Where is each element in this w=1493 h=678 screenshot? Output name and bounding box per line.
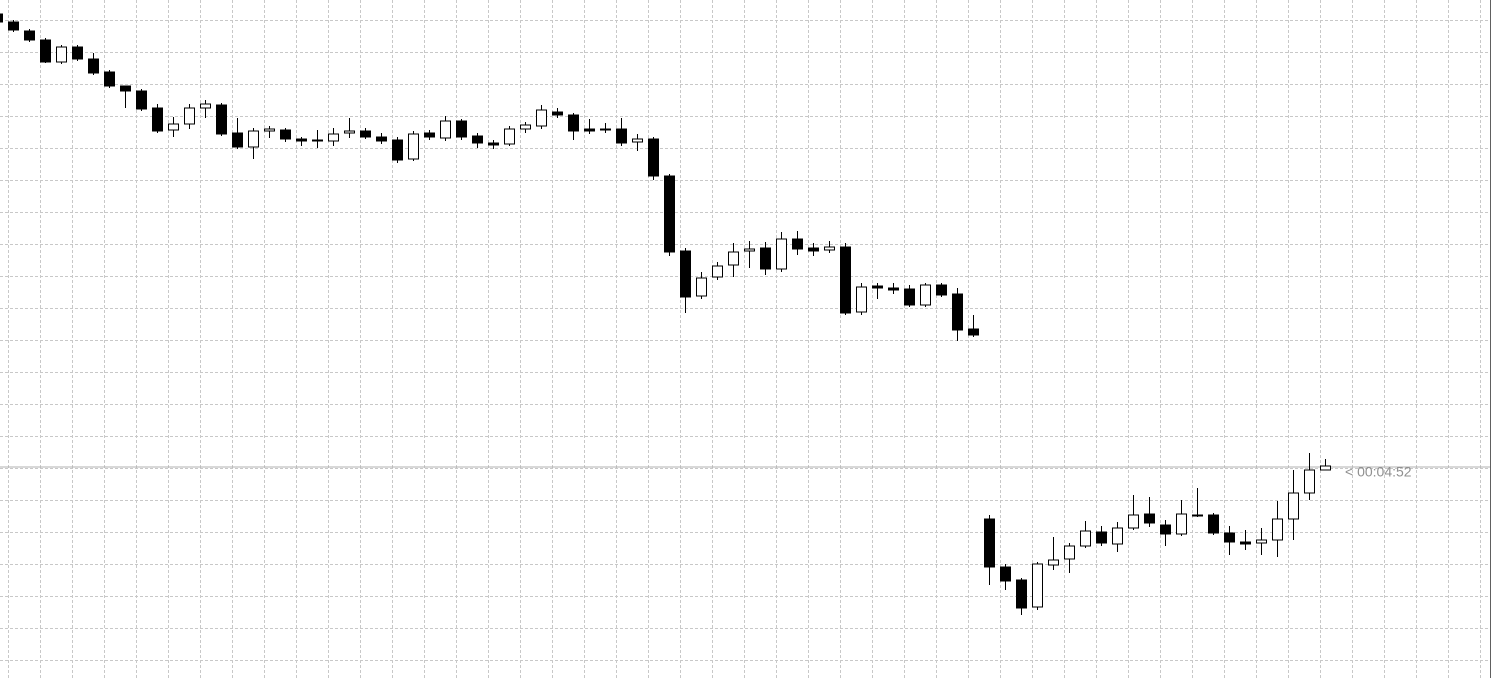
candle-body bbox=[200, 103, 211, 109]
candle-body bbox=[1320, 465, 1331, 471]
candle-body bbox=[536, 109, 547, 127]
candle-body bbox=[168, 123, 179, 131]
candle-body bbox=[56, 46, 67, 63]
candle-body bbox=[264, 128, 275, 132]
candle-body bbox=[1208, 514, 1219, 534]
candle-body bbox=[632, 138, 643, 143]
candle-body bbox=[232, 132, 243, 148]
candle-body bbox=[1112, 527, 1123, 545]
candle-body bbox=[360, 130, 371, 138]
candle-body bbox=[1176, 513, 1187, 535]
candle-body bbox=[1000, 566, 1011, 582]
candle-body bbox=[664, 175, 675, 253]
candle-body bbox=[1224, 532, 1235, 543]
candle-body bbox=[1272, 518, 1283, 541]
candle-body bbox=[1128, 514, 1139, 529]
candle-body bbox=[1160, 524, 1171, 535]
candle-body bbox=[1064, 545, 1075, 560]
candle-body bbox=[328, 133, 339, 142]
candle-body bbox=[72, 46, 83, 60]
candle-body bbox=[184, 107, 195, 125]
candle-body bbox=[1240, 541, 1251, 545]
candle-body bbox=[920, 284, 931, 306]
candle-body bbox=[584, 128, 595, 132]
candle-body bbox=[936, 284, 947, 296]
candle-body bbox=[88, 58, 99, 74]
candle-body bbox=[504, 128, 515, 145]
candle-body bbox=[1256, 539, 1267, 544]
candle-body bbox=[648, 138, 659, 177]
candle-body bbox=[408, 133, 419, 160]
candle-body bbox=[248, 130, 259, 148]
candle-body bbox=[1144, 513, 1155, 524]
candle-body bbox=[152, 107, 163, 132]
candle-body bbox=[280, 129, 291, 140]
candle-body bbox=[344, 130, 355, 134]
countdown-label: < 00:04:52 bbox=[1345, 464, 1412, 480]
candle-body bbox=[904, 288, 915, 306]
candle-body bbox=[520, 124, 531, 130]
candle-body bbox=[840, 246, 851, 314]
candle-body bbox=[1048, 559, 1059, 566]
candle-body bbox=[792, 238, 803, 250]
candle-body bbox=[680, 250, 691, 298]
candle-body bbox=[1288, 492, 1299, 520]
candle-body bbox=[952, 293, 963, 331]
candle-body bbox=[616, 128, 627, 144]
candle-body bbox=[888, 287, 899, 291]
candle-body bbox=[8, 21, 19, 31]
candles bbox=[0, 13, 1331, 615]
candle-body bbox=[1192, 514, 1203, 517]
candle-body bbox=[776, 238, 787, 270]
candle-body bbox=[296, 138, 307, 142]
candle-body bbox=[40, 39, 51, 63]
candle-body bbox=[600, 128, 611, 131]
candle-body bbox=[104, 71, 115, 87]
candle-body bbox=[312, 139, 323, 142]
candle-body bbox=[1096, 531, 1107, 544]
candle-body bbox=[424, 132, 435, 138]
candle-body bbox=[0, 13, 3, 23]
candle-body bbox=[712, 265, 723, 278]
candle-body bbox=[24, 30, 35, 41]
candle-body bbox=[984, 518, 995, 568]
candle-body bbox=[472, 135, 483, 144]
candle-body bbox=[1080, 530, 1091, 547]
candle-body bbox=[552, 111, 563, 116]
candle-body bbox=[392, 139, 403, 161]
candle-body bbox=[488, 142, 499, 146]
candle-body bbox=[760, 247, 771, 270]
candle-body bbox=[728, 251, 739, 266]
candle-body bbox=[856, 286, 867, 313]
candle-body bbox=[120, 85, 131, 92]
candle-body bbox=[1016, 579, 1027, 609]
candle-body bbox=[808, 247, 819, 252]
candle-body bbox=[376, 136, 387, 142]
candle-body bbox=[440, 120, 451, 139]
candle-body bbox=[568, 114, 579, 132]
candle-body bbox=[136, 90, 147, 110]
candle-body bbox=[216, 104, 227, 135]
candle-body bbox=[696, 277, 707, 297]
candle-body bbox=[744, 248, 755, 252]
candle-body bbox=[968, 328, 979, 336]
candle-body bbox=[872, 285, 883, 289]
candle-body bbox=[1304, 469, 1315, 494]
candle-body bbox=[456, 120, 467, 138]
candle-body bbox=[1032, 563, 1043, 608]
candle-body bbox=[824, 246, 835, 251]
